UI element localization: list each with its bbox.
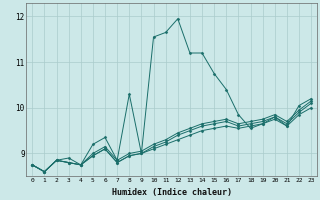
X-axis label: Humidex (Indice chaleur): Humidex (Indice chaleur) xyxy=(112,188,232,197)
